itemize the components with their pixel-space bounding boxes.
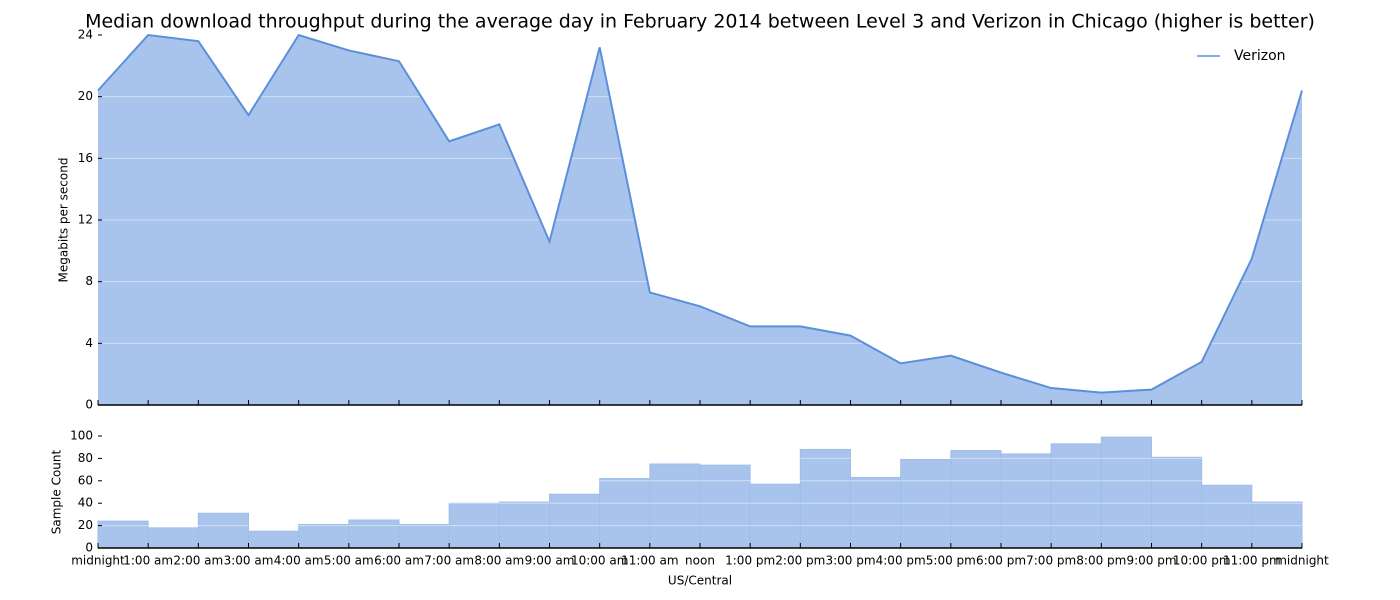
x-tick-label: 9:00 am <box>525 554 575 568</box>
y-tick-label: 20 <box>78 89 93 103</box>
y-axis-label: Megabits per second <box>57 158 71 283</box>
y-axis-label: Sample Count <box>50 449 64 534</box>
bar <box>850 476 902 549</box>
bar <box>498 501 551 549</box>
bar <box>799 448 851 549</box>
x-tick-label: 1:00 am <box>123 554 173 568</box>
bar <box>1050 443 1102 549</box>
x-tick-label: 1:00 pm <box>725 554 775 568</box>
x-tick-label: 11:00 am <box>621 554 678 568</box>
y-tick-label: 20 <box>78 518 93 532</box>
y-tick-label: 16 <box>78 151 93 165</box>
y-tick-label: 100 <box>70 429 93 443</box>
x-tick-label: 7:00 pm <box>1026 554 1076 568</box>
y-tick-label: 40 <box>78 496 93 510</box>
x-tick-label: 5:00 am <box>324 554 374 568</box>
bar <box>197 512 249 549</box>
x-tick-label: 11:00 pm <box>1223 554 1281 568</box>
x-tick-label: 8:00 pm <box>1076 554 1126 568</box>
bar <box>348 519 400 549</box>
x-tick-label: 3:00 am <box>224 554 274 568</box>
y-tick-label: 24 <box>78 28 93 42</box>
bar <box>900 459 952 549</box>
line <box>97 33 1303 394</box>
x-tick-label: 10:00 pm <box>1173 554 1231 568</box>
bar <box>649 463 701 549</box>
bar <box>298 523 350 549</box>
x-tick-label: 2:00 am <box>173 554 223 568</box>
x-tick-label: 5:00 pm <box>926 554 976 568</box>
x-tick-label: 6:00 am <box>374 554 424 568</box>
bar <box>1201 484 1253 549</box>
x-tick-label: midnight <box>1275 554 1329 568</box>
y-tick-label: 4 <box>85 336 93 350</box>
bar <box>950 450 1002 549</box>
bar <box>599 478 651 549</box>
x-tick-label: noon <box>685 554 715 568</box>
bar <box>398 523 450 549</box>
bar <box>1000 453 1052 549</box>
y-tick-label: 80 <box>78 451 93 465</box>
y-tick-label: 0 <box>85 398 93 412</box>
bar <box>699 464 751 549</box>
bar <box>1100 436 1153 549</box>
x-axis-label: US/Central <box>668 574 732 588</box>
bar <box>549 493 601 549</box>
bar <box>749 483 801 549</box>
y-tick-label: 8 <box>85 274 93 288</box>
x-tick-label: 6:00 pm <box>976 554 1026 568</box>
x-tick-label: 9:00 pm <box>1126 554 1176 568</box>
x-tick-label: 7:00 am <box>424 554 474 568</box>
y-tick-label: 60 <box>78 473 93 487</box>
legend-label: Verizon <box>1234 48 1286 64</box>
y-tick-label: 0 <box>85 541 93 555</box>
x-tick-label: 2:00 pm <box>775 554 825 568</box>
chart-title: Median download throughput during the av… <box>85 11 1315 33</box>
y-tick-label: 12 <box>78 213 93 227</box>
x-tick-label: 8:00 am <box>474 554 524 568</box>
x-tick-label: 4:00 am <box>274 554 324 568</box>
x-tick-label: 3:00 pm <box>825 554 875 568</box>
x-tick-label: midnight <box>71 554 125 568</box>
area-fill <box>98 35 1302 405</box>
x-tick-label: 10:00 am <box>571 554 628 568</box>
bar <box>147 527 199 549</box>
bar <box>248 530 300 549</box>
bar <box>1251 501 1303 549</box>
x-tick-label: 4:00 pm <box>876 554 926 568</box>
bar <box>1151 456 1203 549</box>
